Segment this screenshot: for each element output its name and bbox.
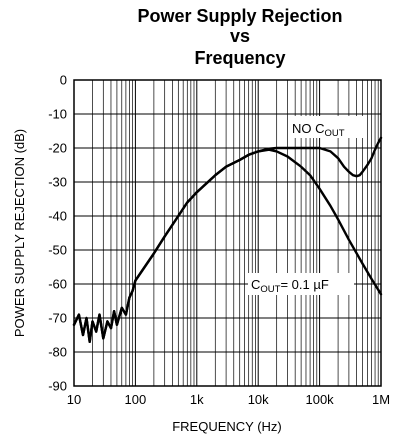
y-tick-label: -90 [48, 379, 67, 394]
annotation-cout-box [248, 273, 354, 295]
y-tick-label: -60 [48, 277, 67, 292]
x-tick-label: 1M [372, 392, 390, 407]
y-tick-label: -20 [48, 141, 67, 156]
x-tick-label: 100k [305, 392, 334, 407]
chart-title-line-2: vs [230, 26, 250, 46]
x-axis-label: FREQUENCY (Hz) [172, 419, 282, 434]
x-tick-label: 1k [190, 392, 204, 407]
annotation-no-cout: NO COUT [288, 116, 363, 139]
annotation-no-cout-box [288, 116, 363, 138]
y-tick-label: -10 [48, 107, 67, 122]
series-group [72, 136, 383, 343]
annotation-no-cout-label: NO COUT [292, 121, 345, 139]
annotation-cout: COUT= 0.1 µF [248, 273, 354, 295]
y-tick-label: -70 [48, 311, 67, 326]
chart-title-line-3: Frequency [194, 48, 285, 68]
x-tick-label: 100 [125, 392, 147, 407]
annotation-cout-label: COUT= 0.1 µF [251, 277, 329, 295]
y-tick-label: -50 [48, 243, 67, 258]
y-axis-label: POWER SUPPLY REJECTION (dB) [12, 129, 27, 337]
chart-title-line-1: Power Supply Rejection [137, 6, 342, 26]
x-tick-label: 10k [248, 392, 269, 407]
plot-frame [73, 79, 382, 387]
x-tick-label: 10 [67, 392, 81, 407]
y-tick-label: -80 [48, 345, 67, 360]
y-tick-label: 0 [60, 73, 67, 88]
series-line-cout-0-1uF [72, 148, 383, 343]
grid [74, 80, 381, 386]
y-tick-label: -30 [48, 175, 67, 190]
y-tick-label: -40 [48, 209, 67, 224]
